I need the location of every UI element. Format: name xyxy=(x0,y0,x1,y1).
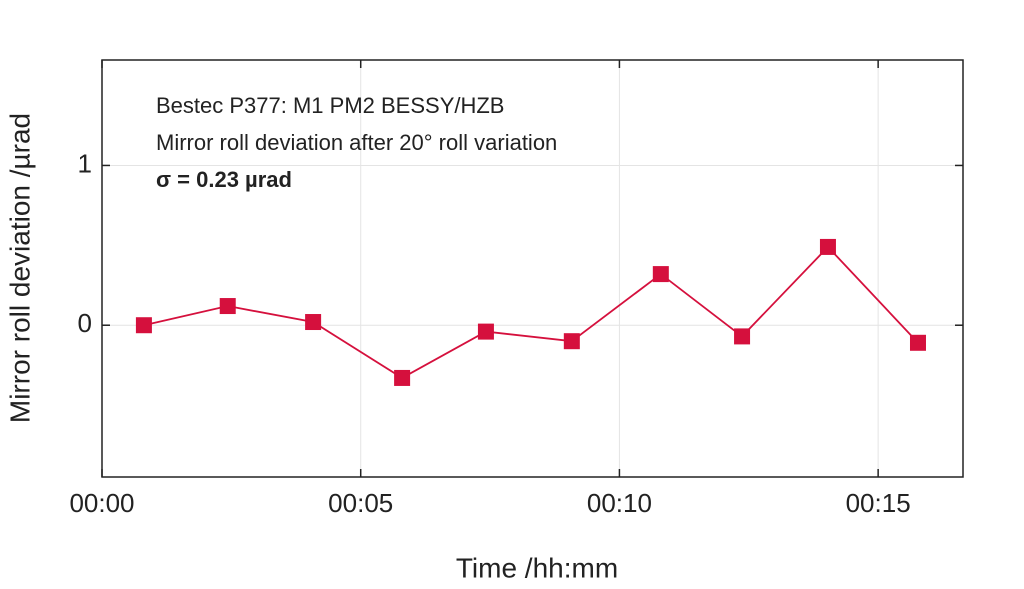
point xyxy=(219,298,236,315)
point xyxy=(563,333,580,350)
y-axis-label: Mirror roll deviation /µrad xyxy=(4,113,35,423)
x-axis-label: Time /hh:mm xyxy=(456,552,618,583)
x-tick-label: 00:05 xyxy=(328,488,393,518)
annotation: σ = 0.23 µrad xyxy=(156,167,292,192)
point xyxy=(305,314,322,331)
x-tick-label: 00:10 xyxy=(587,488,652,518)
y-tick-label: 1 xyxy=(78,148,92,178)
x-tick-label: 00:00 xyxy=(69,488,134,518)
point xyxy=(909,334,926,351)
annotation: Mirror roll deviation after 20° roll var… xyxy=(156,130,557,155)
point xyxy=(734,328,751,345)
point xyxy=(394,369,411,386)
point xyxy=(819,238,836,255)
point xyxy=(135,317,152,334)
y-tick-label: 0 xyxy=(78,308,92,338)
point xyxy=(652,266,669,283)
annotation: Bestec P377: M1 PM2 BESSY/HZB xyxy=(156,93,504,118)
plot-frame xyxy=(101,59,964,478)
point xyxy=(477,323,494,340)
x-tick-label: 00:15 xyxy=(846,488,911,518)
series-line xyxy=(143,245,919,379)
